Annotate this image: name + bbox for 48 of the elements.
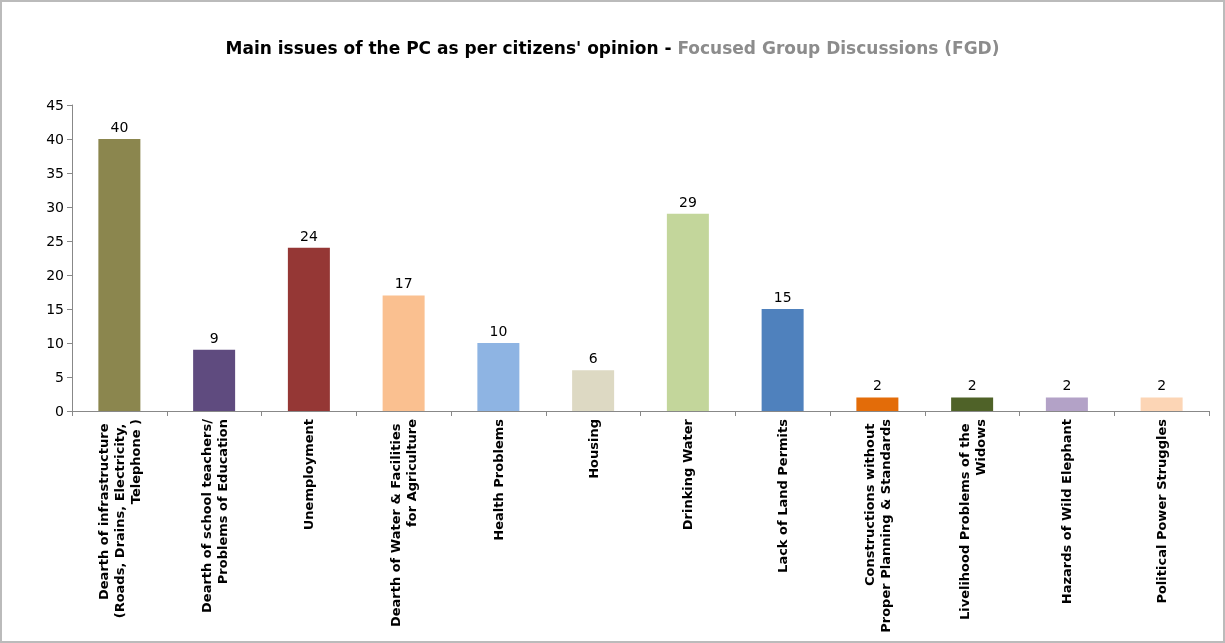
chart-subtitle: Focused Group Discussions (FGD) [677, 37, 1000, 58]
data-label: 24 [299, 227, 318, 244]
x-tick-label: Dearth of infrastructure (Roads, Drains, Electricity, Telephone ) [95, 419, 143, 619]
bar [98, 139, 141, 411]
data-label: 17 [394, 275, 413, 292]
y-tick-label: 30 [46, 199, 64, 215]
chart-title: Main issues of the PC as per citizens' opinion - [225, 37, 678, 58]
bar [572, 370, 615, 411]
data-label: 9 [209, 329, 219, 346]
bar [856, 397, 899, 411]
y-tick-label: 40 [46, 131, 64, 147]
data-label: 6 [588, 350, 598, 367]
data-label: 15 [773, 289, 792, 305]
y-tick-label: 5 [55, 369, 64, 385]
x-tick-label: Unemployment [301, 419, 317, 531]
y-tick-label: 10 [46, 335, 64, 351]
bar [951, 397, 994, 411]
x-tick-label: Constructions without Proper Planning & Standards [861, 418, 893, 633]
bar [382, 295, 425, 411]
bar [193, 349, 236, 411]
x-tick-label: Drinking Water [680, 418, 696, 531]
bar [1140, 397, 1183, 411]
x-tick-label: Dearth of Water & Facilities for Agriculture [388, 418, 420, 628]
x-tick-label: Health Problems [490, 418, 506, 541]
y-tick-label: 35 [46, 165, 64, 181]
data-label: 2 [967, 377, 977, 394]
y-tick-label: 15 [46, 301, 64, 317]
data-label: 40 [110, 119, 129, 135]
x-tick-label: Housing [585, 419, 601, 479]
x-tick-label: Dearth of school teachers/Problems of Education [198, 418, 230, 613]
data-label: 2 [872, 377, 882, 394]
data-label: 10 [489, 323, 508, 339]
data-label: 29 [678, 193, 697, 210]
data-label: 2 [1157, 377, 1167, 394]
bar [1045, 397, 1088, 411]
bar [287, 247, 330, 411]
bar [477, 343, 520, 411]
x-tick-label: Livelihood Problems of the Widows [956, 418, 988, 621]
y-tick-label: 45 [46, 97, 64, 113]
bar [666, 213, 709, 411]
bar [761, 309, 804, 411]
x-tick-label: Political Power Struggles [1154, 418, 1170, 604]
y-tick-label: 0 [55, 403, 64, 419]
data-label: 2 [1062, 377, 1072, 394]
x-tick-label: Lack of Land Permits [775, 418, 791, 573]
x-tick-label: Hazards of Wild Elephant [1059, 419, 1075, 605]
y-tick-label: 20 [46, 267, 64, 283]
y-tick-label: 25 [46, 233, 64, 249]
